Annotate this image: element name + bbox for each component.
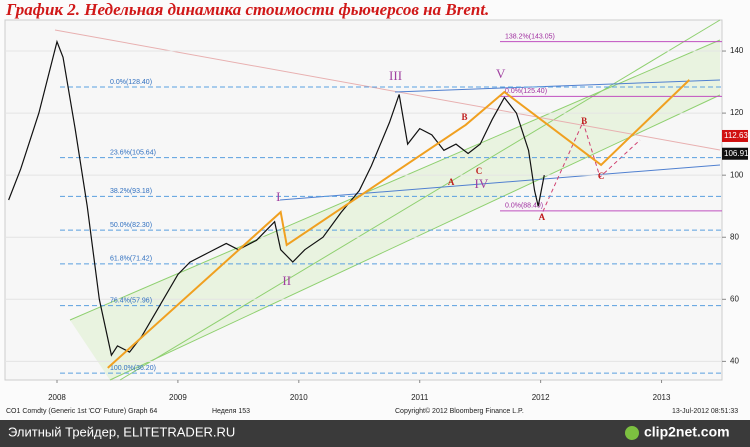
- trend-channels: [54, 19, 721, 381]
- bottom-bar: [0, 420, 750, 447]
- x-tick-label: 2011: [411, 393, 429, 402]
- wave-label: C: [598, 171, 605, 181]
- series-line: [107, 79, 691, 369]
- trend-line: [54, 29, 721, 151]
- fib-label: 138.2%(143.05): [505, 33, 555, 40]
- price-tag-label: 106.91: [724, 149, 749, 158]
- fib-label: 0.0%(125.40): [505, 88, 547, 95]
- price-tag-label: 112.63: [724, 131, 748, 140]
- watermark: Элитный Трейдер, ELITETRADER.RU: [8, 424, 235, 439]
- wave-label: C: [476, 166, 483, 176]
- footer-text: Copyright© 2012 Bloomberg Finance L.P.: [395, 407, 524, 415]
- wave-label: V: [496, 66, 506, 81]
- x-tick-label: 2013: [653, 393, 671, 402]
- projection: [539, 120, 641, 219]
- series-line: [8, 39, 545, 357]
- fib-label: 61.8%(71.42): [110, 256, 152, 263]
- fib-label: 23.6%(105.64): [110, 150, 156, 157]
- y-tick-label: 100: [730, 170, 744, 179]
- x-tick-label: 2012: [532, 393, 550, 402]
- y-tick-label: 60: [730, 294, 739, 303]
- wave-label: B: [461, 112, 467, 122]
- fib-label: 50.0%(82.30): [110, 222, 152, 229]
- price-tag: [722, 129, 748, 142]
- series-name: CO1 Comdty (Generic 1st 'CO' Future) Gra…: [6, 408, 157, 415]
- wave-label: A: [539, 212, 546, 222]
- wave-label: I: [276, 189, 280, 204]
- price-tag: [722, 147, 748, 160]
- y-tick-label: 140: [730, 46, 744, 55]
- wave-label: IV: [475, 176, 489, 191]
- channel-line: [119, 19, 721, 381]
- wave-label: B: [581, 116, 587, 126]
- chart-title: График 2. Недельная динамика стоимости ф…: [5, 0, 489, 19]
- fib-label: 0.0%(88.49): [505, 203, 543, 210]
- footer-text: 13-Jul-2012 08:51:33: [672, 408, 738, 415]
- fib-label: 76.4%(57.96): [110, 297, 152, 304]
- wave-label: II: [282, 273, 291, 288]
- wave-label: III: [389, 68, 402, 83]
- fib-label: 100.0%(36.20): [110, 365, 156, 372]
- trend-line: [279, 164, 721, 201]
- brand: clip2net.com: [644, 424, 730, 440]
- fib-label: 38.2%(93.18): [110, 188, 152, 195]
- y-tick-label: 40: [730, 356, 739, 365]
- y-tick-label: 120: [730, 108, 744, 117]
- footer-text: Неделя 153: [212, 408, 250, 415]
- x-tick-label: 2008: [48, 393, 66, 402]
- channel: [70, 40, 720, 380]
- wave-label: A: [448, 177, 455, 187]
- logo: [625, 426, 639, 440]
- x-tick-label: 2009: [169, 393, 187, 402]
- trend-line: [394, 79, 721, 93]
- fib-label: 0.0%(128.40): [110, 79, 152, 86]
- x-tick-label: 2010: [290, 393, 308, 402]
- y-tick-label: 80: [730, 232, 739, 241]
